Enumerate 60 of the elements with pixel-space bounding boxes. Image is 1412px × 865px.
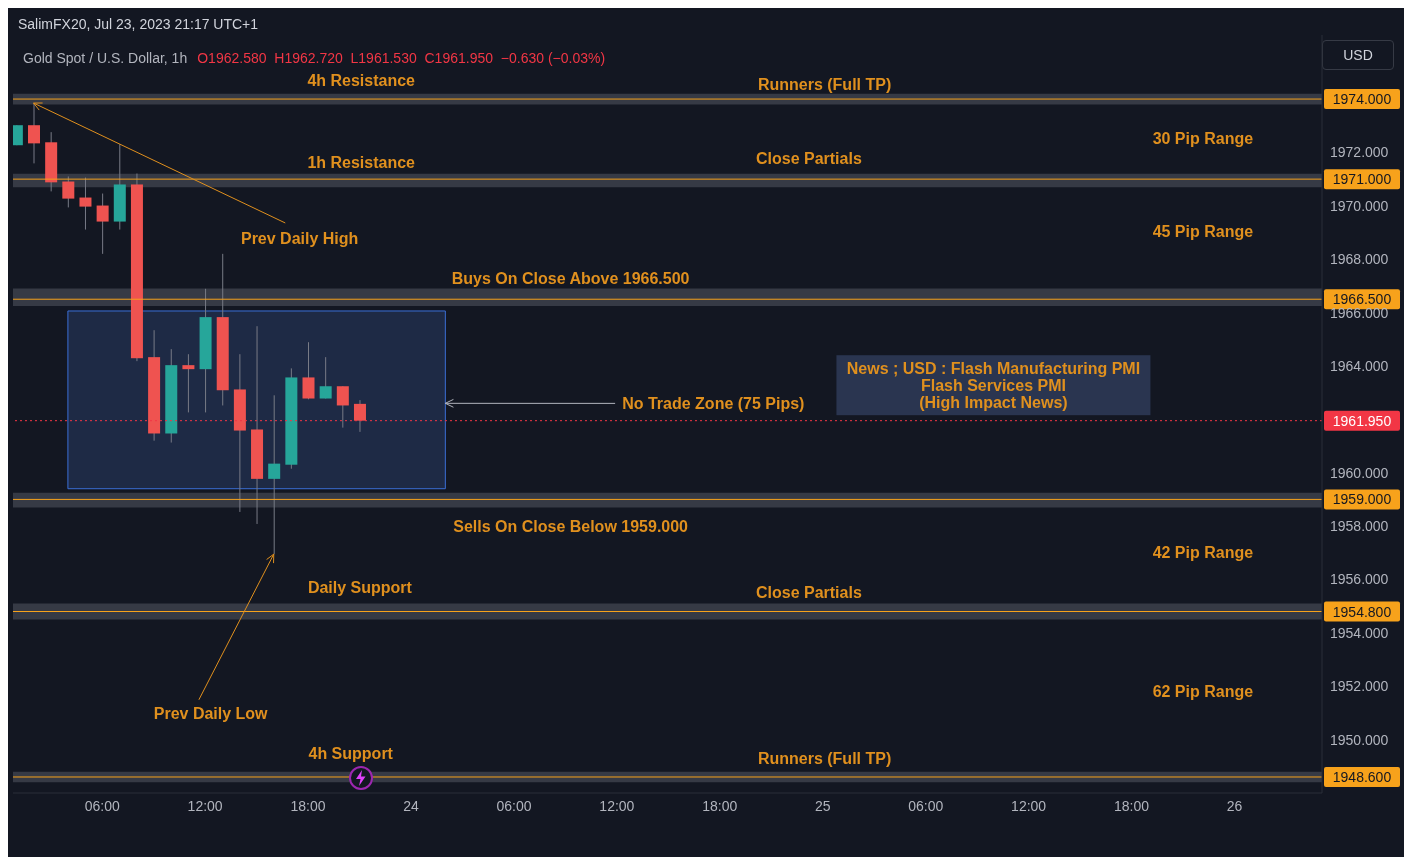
annotation: Runners (Full TP) (757, 749, 892, 767)
annotation: No Trade Zone (75 Pips) (622, 394, 805, 412)
ref-line-label: 1974.000 (1332, 91, 1392, 108)
x-tick-label: 12:00 (1011, 797, 1047, 814)
y-tick-label: 1956.000 (1330, 571, 1389, 588)
candlestick (28, 102, 41, 164)
ref-line-label: 1948.600 (1332, 768, 1392, 785)
candlestick (62, 175, 75, 208)
x-tick-label: 06:00 (84, 797, 120, 814)
text: SalimFX20, Jul 23, 2023 21:17 UTC+1 (18, 16, 259, 32)
y-tick-label: 1950.000 (1330, 731, 1389, 748)
annotation: Sells On Close Below 1959.000 (453, 517, 689, 535)
x-tick-label: 06:00 (908, 797, 944, 814)
annotation: 45 Pip Range (1152, 222, 1254, 240)
annotation: 4h Resistance (307, 71, 416, 89)
annotation: Prev Daily High (240, 229, 359, 247)
ref-line-label: 1954.800 (1332, 603, 1392, 620)
candlestick (96, 193, 109, 255)
x-tick-label: 06:00 (496, 797, 532, 814)
annotation: Close Partials (755, 583, 862, 601)
candlestick (79, 177, 92, 231)
y-tick-label: 1970.000 (1330, 197, 1389, 214)
y-tick-label: 1964.000 (1330, 357, 1389, 374)
x-tick-label: 26 (1226, 797, 1243, 814)
x-tick-label: 18:00 (1114, 797, 1150, 814)
candlestick (182, 353, 195, 413)
annotation: Buys On Close Above 1966.500 (451, 269, 690, 287)
y-tick-label: 1958.000 (1330, 518, 1389, 535)
x-tick-label: 18:00 (702, 797, 738, 814)
y-tick-label: 1954.000 (1330, 624, 1389, 641)
annotation: Prev Daily Low (153, 704, 269, 722)
text: Gold Spot / U.S. Dollar, 1h (23, 50, 188, 66)
annotation: 62 Pip Range (1152, 682, 1254, 700)
candlestick (268, 394, 281, 555)
text: O1962.580 H1962.720 L1961.530 C1961.950 −0.630 (−0.03%) (197, 50, 606, 66)
ref-line-label: 1971.000 (1332, 171, 1392, 188)
ref-line-label: 1959.000 (1332, 491, 1392, 508)
ref-line-label: 1961.950 (1332, 412, 1392, 429)
candlestick (336, 385, 349, 429)
annotation: Runners (Full TP) (757, 75, 892, 93)
x-tick-label: 12:00 (187, 797, 223, 814)
candlestick (319, 356, 332, 400)
annotation: Daily Support (307, 578, 413, 596)
x-tick-label: 25 (814, 797, 831, 814)
annotation: News ; USD : Flash Manufacturing PMI Flash Services PMI (High Impact News) (846, 359, 1141, 411)
candlestick (353, 399, 366, 433)
annotation: 4h Support (308, 744, 394, 762)
candlestick (302, 341, 315, 400)
annotation: 30 Pip Range (1152, 129, 1254, 147)
x-tick-label: 24 (403, 797, 420, 814)
y-tick-label: 1972.000 (1330, 144, 1389, 161)
y-axis-title: USD (1322, 40, 1394, 70)
y-tick-label: 1960.000 (1330, 464, 1389, 481)
annotation: 1h Resistance (307, 153, 416, 171)
y-tick-label: 1968.000 (1330, 251, 1389, 268)
annotation: 42 Pip Range (1152, 543, 1254, 561)
annotation: Close Partials (755, 149, 862, 167)
x-tick-label: 18:00 (290, 797, 326, 814)
x-tick-label: 12:00 (599, 797, 635, 814)
y-tick-label: 1952.000 (1330, 678, 1389, 695)
